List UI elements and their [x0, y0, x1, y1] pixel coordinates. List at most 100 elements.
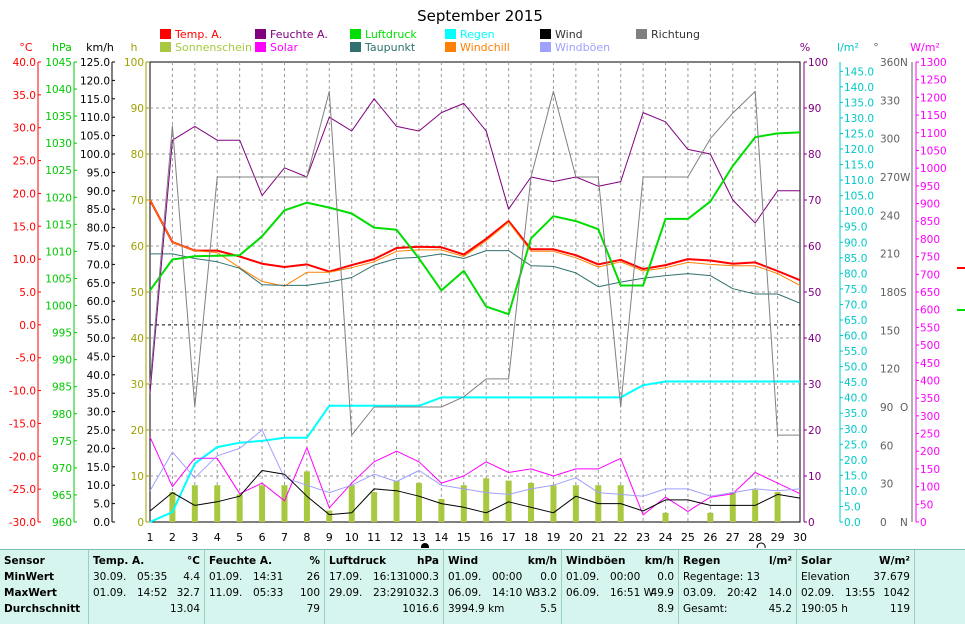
table-row-labels: Sensor MinWert MaxWert Durchschnitt	[0, 550, 88, 624]
temp-tick-label: 40.0	[13, 57, 36, 69]
table-empty-column	[914, 550, 965, 624]
cell-date: 190:05 h	[801, 603, 848, 615]
rain-tick-label: 15.0	[844, 470, 867, 482]
plot-area	[149, 61, 801, 523]
direction-tick-label: 300	[880, 134, 900, 146]
rain-tick-label: 115.0	[844, 160, 874, 172]
rain-tick-label: 40.0	[844, 393, 867, 405]
humidity-tick-label: 70	[808, 195, 821, 207]
rain-tick-label: 135.0	[844, 97, 874, 109]
cell-date: 06.09.	[448, 587, 482, 599]
wind-tick-label: 55.0	[87, 315, 110, 327]
rain-tick-label: 10.0	[844, 486, 867, 498]
direction-tick-label: 90	[880, 402, 893, 414]
x-tick-label: 16	[479, 531, 493, 544]
sunshine-bar	[281, 485, 288, 522]
temp-tick-label: 25.0	[13, 156, 36, 168]
solar-tick-label: 200	[920, 446, 940, 458]
column-name: Wind	[448, 555, 479, 567]
table-cell-row: 13.04	[93, 602, 200, 617]
cell-value: 13.04	[169, 603, 200, 615]
humidity-tick-label: 30	[808, 379, 821, 391]
weather-chart: September 2015 Temp. A. Feuchte A. Luftdru…	[9, 7, 965, 548]
sunshine-bar	[505, 480, 512, 522]
temp-tick-label: -20.0	[9, 451, 36, 463]
wind-tick-label: 65.0	[87, 278, 110, 290]
cell-value: 119	[889, 603, 910, 615]
column-header: Wind km/h	[448, 554, 557, 569]
sunshine-bar	[214, 485, 221, 522]
axes: 1 2 3 4 5 6 7 8 9 10 11 12 13 14 15 16 17 18 19 20 21 22 23 24 2…	[9, 41, 965, 548]
sun-axis-unit: h	[131, 41, 138, 54]
wind-tick-label: 90.0	[87, 186, 110, 198]
table-cell-row: 01.09. 00:00 0.0	[448, 570, 557, 585]
column-name: Windböen	[566, 555, 626, 567]
wind-tick-label: 75.0	[87, 241, 110, 253]
column-name: Feuchte A.	[209, 555, 273, 567]
column-header: Solar W/m²	[801, 554, 910, 569]
table-cell-row: 190:05 h 119	[801, 602, 910, 617]
pressure-tick-label: 1035	[45, 111, 72, 123]
table-cell-row: 06.09. 16:51 W 49.9	[566, 586, 674, 601]
sunshine-bar	[483, 478, 490, 522]
direction-tick-label: 360	[880, 57, 900, 69]
wind-tick-label: 50.0	[87, 333, 110, 345]
rain-tick-label: 30.0	[844, 424, 867, 436]
legend: Temp. A. Feuchte A. Luftdruck Regen Wind Rich…	[160, 28, 700, 54]
table-cell-row: 29.09. 23:29 1032.3	[329, 586, 439, 601]
table-cell-row: 11.09. 05:33 100	[209, 586, 320, 601]
sunshine-bar	[393, 480, 400, 522]
legend-swatch	[540, 42, 551, 52]
rain-tick-label: 5.0	[844, 501, 861, 513]
temp-tick-label: -25.0	[9, 484, 36, 496]
column-unit: hPa	[417, 555, 439, 567]
cell-date: 01.09.	[209, 571, 243, 583]
direction-compass-label: N	[900, 517, 908, 529]
table-cell-row: 17.09. 16:13 1000.3	[329, 570, 439, 585]
sun-tick-label: 80	[131, 149, 144, 161]
humidity-tick-label: 80	[808, 149, 821, 161]
column-name: Temp. A.	[93, 555, 145, 567]
direction-axis-unit: °	[873, 41, 879, 54]
rain-tick-label: 110.0	[844, 175, 874, 187]
solar-tick-label: 450	[920, 358, 940, 370]
rain-tick-label: 50.0	[844, 362, 867, 374]
rain-tick-label: 20.0	[844, 455, 867, 467]
x-tick-label: 21	[591, 531, 605, 544]
cell-value: 26	[306, 571, 320, 583]
x-tick-label: 12	[390, 531, 404, 544]
x-tick-label: 30	[793, 531, 807, 544]
direction-compass-label: W	[900, 172, 911, 184]
sun-tick-label: 20	[131, 425, 144, 437]
rain-tick-label: 70.0	[844, 299, 867, 311]
direction-compass-label: N	[900, 57, 908, 69]
pressure-tick-label: 1045	[45, 57, 72, 69]
column-header: Temp. A. °C	[93, 554, 200, 569]
temp-tick-label: 0.0	[19, 320, 36, 332]
wind-tick-label: 80.0	[87, 223, 110, 235]
cell-value: 1000.3	[402, 571, 439, 583]
column-unit: W/m²	[879, 555, 910, 567]
cell-time: 00:00	[492, 571, 523, 583]
table-cell-row: Elevation 37.679	[801, 570, 910, 585]
pressure-tick-label: 1020	[45, 192, 72, 204]
direction-line	[149, 90, 800, 436]
legend-label: Temp. A.	[174, 28, 222, 41]
solar-tick-label: 800	[920, 234, 940, 246]
table-column: Luftdruck hPa 17.09. 16:13 1000.3 29.09. 23:29…	[324, 550, 443, 624]
wind-tick-label: 85.0	[87, 204, 110, 216]
cell-value: 14.0	[768, 587, 792, 599]
direction-tick-label: 150	[880, 325, 900, 337]
sunshine-bar	[191, 485, 198, 522]
cell-date: 30.09.	[93, 571, 127, 583]
sun-tick-label: 90	[131, 103, 144, 115]
sunshine-bar	[707, 512, 714, 522]
solar-tick-label: 0	[920, 517, 927, 529]
x-tick-label: 19	[546, 531, 560, 544]
temp-tick-label: -5.0	[16, 353, 37, 365]
temp-tick-label: 10.0	[13, 254, 36, 266]
cell-time: 13:55	[845, 587, 876, 599]
sun-tick-label: 100	[124, 57, 144, 69]
humidity-tick-label: 0	[808, 517, 815, 529]
humidity-line	[149, 98, 800, 394]
